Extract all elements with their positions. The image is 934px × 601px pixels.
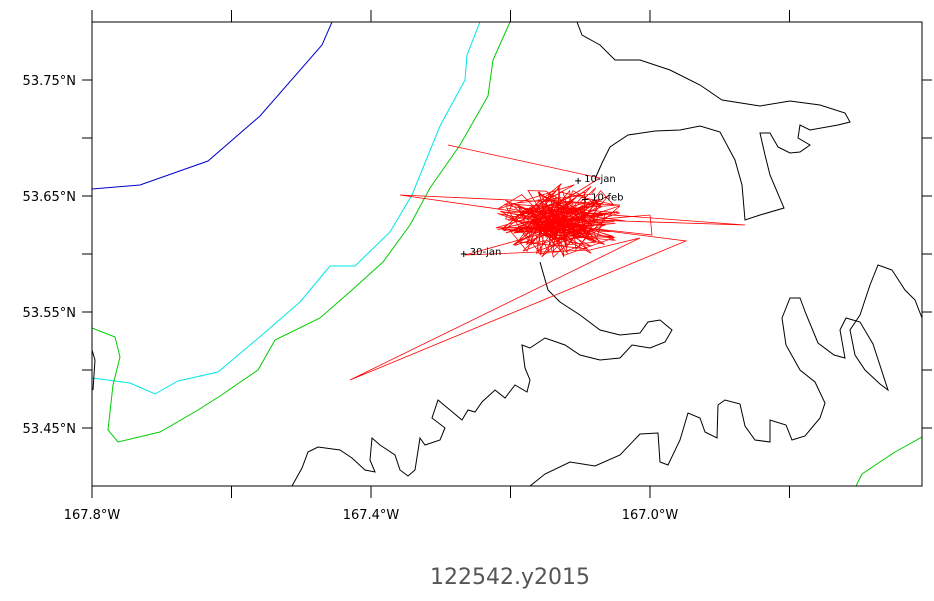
- contour-cyan: [92, 22, 481, 395]
- track-line: [349, 144, 746, 381]
- date-label: 30-jan: [470, 247, 502, 258]
- x-tick-label: 167.4°W: [343, 508, 400, 523]
- coastline: [291, 261, 673, 486]
- map-title: 122542.y2015: [430, 565, 590, 590]
- date-label: 10-feb: [591, 192, 623, 203]
- coastline: [576, 22, 851, 221]
- y-tick-label: 53.55°N: [23, 306, 76, 321]
- contour-green: [92, 22, 511, 443]
- x-tick-label: 167.8°W: [64, 508, 121, 523]
- x-tick-label: 167.0°W: [622, 508, 679, 523]
- map-frame: [91, 21, 923, 487]
- track-marker: [460, 251, 467, 257]
- track: [349, 144, 746, 381]
- track-line: [495, 183, 626, 258]
- track-marker: [575, 177, 582, 184]
- axes: 167.8°W 167.4°W 167.0°W 53.45°N 53.55°N 53.65…: [23, 10, 932, 523]
- y-tick-label: 53.75°N: [23, 74, 76, 89]
- track-marker: [582, 196, 589, 203]
- date-label: 10-jan: [584, 174, 616, 185]
- y-tick-label: 53.45°N: [23, 422, 76, 437]
- contour-green: [855, 436, 922, 486]
- coastline: [529, 264, 922, 486]
- coastline: [92, 349, 96, 391]
- contour-blue: [92, 22, 333, 190]
- y-tick-label: 53.65°N: [23, 190, 76, 205]
- map-layers: [92, 22, 922, 486]
